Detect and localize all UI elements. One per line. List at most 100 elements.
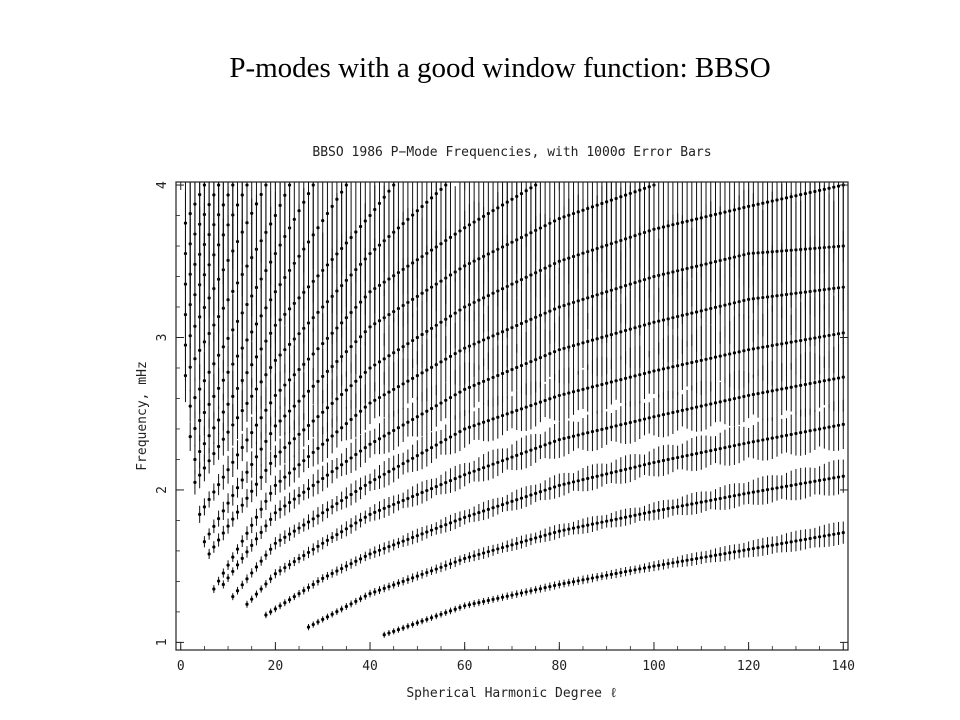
data-point <box>813 479 817 483</box>
data-point <box>614 331 618 335</box>
data-point <box>756 489 760 493</box>
data-point <box>363 554 367 559</box>
data-point <box>439 565 443 569</box>
data-point <box>401 462 405 466</box>
data-point <box>349 235 353 240</box>
data-point <box>259 507 263 511</box>
data-point <box>747 393 751 398</box>
data-point <box>728 551 732 555</box>
data-point <box>515 541 519 546</box>
data-point <box>571 211 576 216</box>
data-point <box>666 366 670 370</box>
data-point <box>344 564 348 568</box>
data-point <box>349 602 353 606</box>
data-point <box>306 625 311 629</box>
data-point <box>671 456 675 461</box>
data-point <box>453 607 457 611</box>
ridge-series <box>221 231 845 589</box>
data-point <box>666 562 670 566</box>
data-point <box>784 433 789 437</box>
data-point <box>453 477 457 481</box>
data-point <box>311 547 315 551</box>
data-point <box>756 546 760 550</box>
data-point <box>425 617 429 622</box>
data-point <box>685 558 689 562</box>
data-point <box>401 579 405 583</box>
data-point <box>335 397 339 401</box>
data-point <box>548 532 552 536</box>
data-point <box>368 213 372 218</box>
data-point <box>496 596 500 600</box>
data-point <box>794 194 798 198</box>
data-point <box>595 521 599 525</box>
data-point <box>486 598 490 603</box>
data-point <box>283 535 287 539</box>
data-point <box>543 398 547 403</box>
data-point <box>240 408 244 413</box>
data-point <box>529 448 533 452</box>
data-point <box>335 533 339 537</box>
data-point <box>411 622 415 627</box>
data-point <box>827 425 831 429</box>
data-point <box>245 183 249 187</box>
data-point <box>534 491 538 495</box>
data-point <box>363 405 367 409</box>
data-point <box>718 447 722 451</box>
data-point <box>600 427 604 431</box>
data-point <box>832 424 836 428</box>
data-point <box>628 191 632 196</box>
data-point <box>709 356 713 360</box>
data-point <box>567 391 571 395</box>
data-point <box>728 209 732 213</box>
data-point <box>349 524 353 528</box>
data-point <box>406 217 410 221</box>
data-point <box>245 470 249 474</box>
data-point <box>737 350 741 354</box>
data-point <box>581 478 585 482</box>
data-point <box>254 515 259 519</box>
data-point <box>373 398 377 402</box>
data-point <box>373 439 377 444</box>
data-point <box>784 541 789 545</box>
data-point <box>344 604 348 609</box>
data-point <box>420 412 424 416</box>
data-point <box>605 573 609 577</box>
data-point <box>368 480 372 484</box>
data-point <box>808 190 812 195</box>
data-point <box>548 221 552 225</box>
data-point <box>699 450 703 455</box>
data-point <box>704 403 708 407</box>
data-point <box>818 478 822 483</box>
data-point <box>652 369 656 373</box>
data-point <box>392 629 396 633</box>
data-point <box>491 506 495 510</box>
data-point <box>264 553 268 557</box>
data-point <box>690 502 694 506</box>
data-point <box>311 483 315 487</box>
data-point <box>363 446 367 450</box>
data-point <box>250 211 254 215</box>
data-point <box>642 566 647 570</box>
data-point <box>297 591 301 596</box>
data-point <box>590 475 595 479</box>
data-point <box>510 499 514 503</box>
ridge-series <box>183 182 206 290</box>
data-point <box>382 357 386 361</box>
data-point <box>231 493 235 498</box>
data-point <box>250 430 254 435</box>
data-point <box>647 416 651 420</box>
ridge-series <box>245 342 845 608</box>
ridge-series <box>183 182 221 315</box>
data-point <box>212 524 216 528</box>
data-point <box>439 187 443 191</box>
data-point <box>354 305 358 309</box>
data-point <box>297 526 301 530</box>
data-point <box>202 410 206 415</box>
data-point <box>226 576 230 580</box>
data-point <box>704 357 708 361</box>
data-point <box>728 302 732 306</box>
data-point <box>325 438 330 442</box>
data-point <box>316 347 320 351</box>
data-point <box>235 547 240 551</box>
